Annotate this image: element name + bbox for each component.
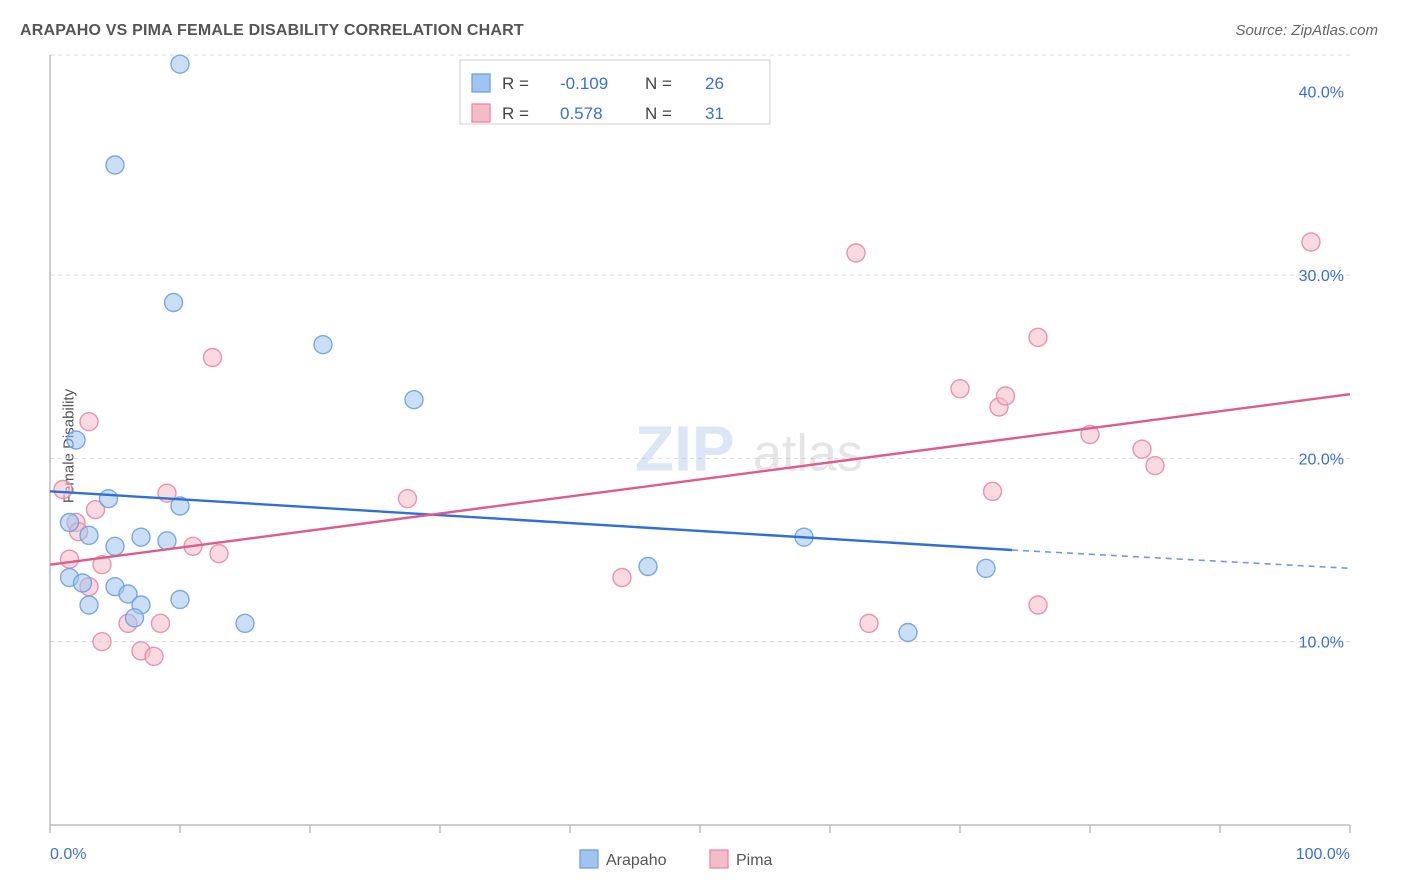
trend-line-arapaho-ext — [1012, 550, 1350, 568]
scatter-point — [61, 550, 79, 568]
scatter-point — [951, 380, 969, 398]
svg-text:40.0%: 40.0% — [1299, 85, 1344, 102]
scatter-point — [54, 481, 72, 499]
scatter-point — [899, 624, 917, 642]
scatter-point — [106, 537, 124, 555]
scatter-point — [171, 591, 189, 609]
scatter-point — [405, 391, 423, 409]
scatter-point — [399, 490, 417, 508]
scatter-point — [80, 413, 98, 431]
svg-text:R =: R = — [502, 74, 529, 93]
legend-label-arapaho: Arapaho — [606, 852, 667, 869]
scatter-point — [860, 614, 878, 632]
scatter-point — [158, 532, 176, 550]
scatter-point — [639, 558, 657, 576]
scatter-point — [977, 559, 995, 577]
scatter-point — [847, 244, 865, 262]
scatter-point — [67, 431, 85, 449]
scatter-point — [984, 482, 1002, 500]
scatter-point — [236, 614, 254, 632]
svg-text:0.578: 0.578 — [560, 104, 603, 123]
scatter-point — [100, 490, 118, 508]
scatter-point — [80, 596, 98, 614]
svg-text:N =: N = — [645, 74, 672, 93]
svg-text:26: 26 — [705, 74, 724, 93]
scatter-point — [1029, 328, 1047, 346]
scatter-point — [613, 569, 631, 587]
scatter-point — [74, 574, 92, 592]
scatter-point — [204, 349, 222, 367]
scatter-point — [1029, 596, 1047, 614]
scatter-point — [1133, 440, 1151, 458]
scatter-point — [152, 614, 170, 632]
scatter-point — [126, 609, 144, 627]
scatter-point — [106, 156, 124, 174]
scatter-point — [314, 336, 332, 354]
scatter-point — [1302, 233, 1320, 251]
svg-text:20.0%: 20.0% — [1299, 451, 1344, 468]
scatter-point — [1146, 457, 1164, 475]
scatter-point — [80, 526, 98, 544]
scatter-point — [210, 545, 228, 563]
legend-swatch-arapaho — [580, 850, 598, 868]
svg-text:10.0%: 10.0% — [1299, 635, 1344, 652]
scatter-point — [165, 294, 183, 312]
scatter-point — [61, 514, 79, 532]
svg-text:31: 31 — [705, 104, 724, 123]
legend-label-pima: Pima — [736, 852, 773, 869]
svg-text:atlas: atlas — [753, 424, 863, 482]
legend-swatch — [472, 74, 490, 92]
scatter-point — [132, 528, 150, 546]
svg-text:30.0%: 30.0% — [1299, 268, 1344, 285]
correlation-chart: ZIP atlas 10.0% 20.0% 30.0% 40.0% 0.0% 100.0%… — [0, 0, 1406, 892]
scatter-point — [171, 55, 189, 73]
svg-text:N =: N = — [645, 104, 672, 123]
scatter-point — [997, 387, 1015, 405]
svg-text:100.0%: 100.0% — [1296, 846, 1350, 863]
svg-text:0.0%: 0.0% — [50, 846, 86, 863]
scatter-point — [145, 647, 163, 665]
scatter-point — [93, 633, 111, 651]
legend-swatch — [472, 104, 490, 122]
svg-text:R =: R = — [502, 104, 529, 123]
svg-text:-0.109: -0.109 — [560, 74, 608, 93]
svg-text:ZIP: ZIP — [635, 412, 735, 484]
legend-swatch-pima — [710, 850, 728, 868]
